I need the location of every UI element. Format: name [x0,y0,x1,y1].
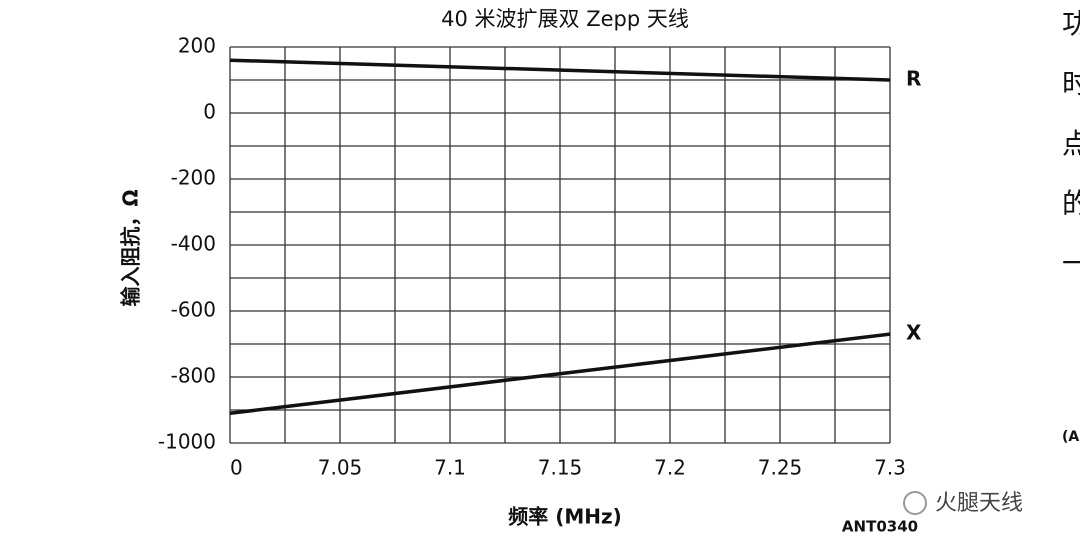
side-text: 功 [1062,7,1080,40]
side-text: (A [1062,429,1079,445]
figure-code: ANT0340 [842,518,918,536]
x-tick-label: 7.2 [654,456,686,480]
y-tick-label: 200 [178,34,216,58]
y-tick-label: -600 [171,298,216,322]
data-line [229,58,891,82]
x-tick-label: 7.15 [538,456,583,480]
y-tick-label: -400 [171,232,216,256]
side-text: 时 [1062,67,1080,100]
x-tick-label: 7.1 [434,456,466,480]
side-text: 一 [1062,247,1080,280]
series-label: R [906,67,921,91]
chart-title: 40 米波扩展双 Zepp 天线 [441,7,689,31]
y-tick-label: -1000 [158,430,216,454]
y-axis-label: 输入阻抗，Ω [119,189,143,306]
y-tick-label: -200 [171,166,216,190]
data-line [229,332,891,416]
side-text: 的 [1062,187,1080,220]
watermark: 火腿天线 [935,491,1023,516]
x-tick-label: 7.05 [318,456,363,480]
x-axis-label: 频率 (MHz) [508,505,622,529]
y-tick-label: 0 [203,100,216,124]
y-tick-label: -800 [171,364,216,388]
watermark-icon [903,491,927,515]
x-tick-label: 0 [230,456,243,480]
series-label: X [906,321,922,345]
watermark-circle [903,491,927,515]
x-tick-label: 7.25 [758,456,803,480]
side-text: 点 [1062,127,1080,160]
x-tick-label: 7.3 [874,456,906,480]
